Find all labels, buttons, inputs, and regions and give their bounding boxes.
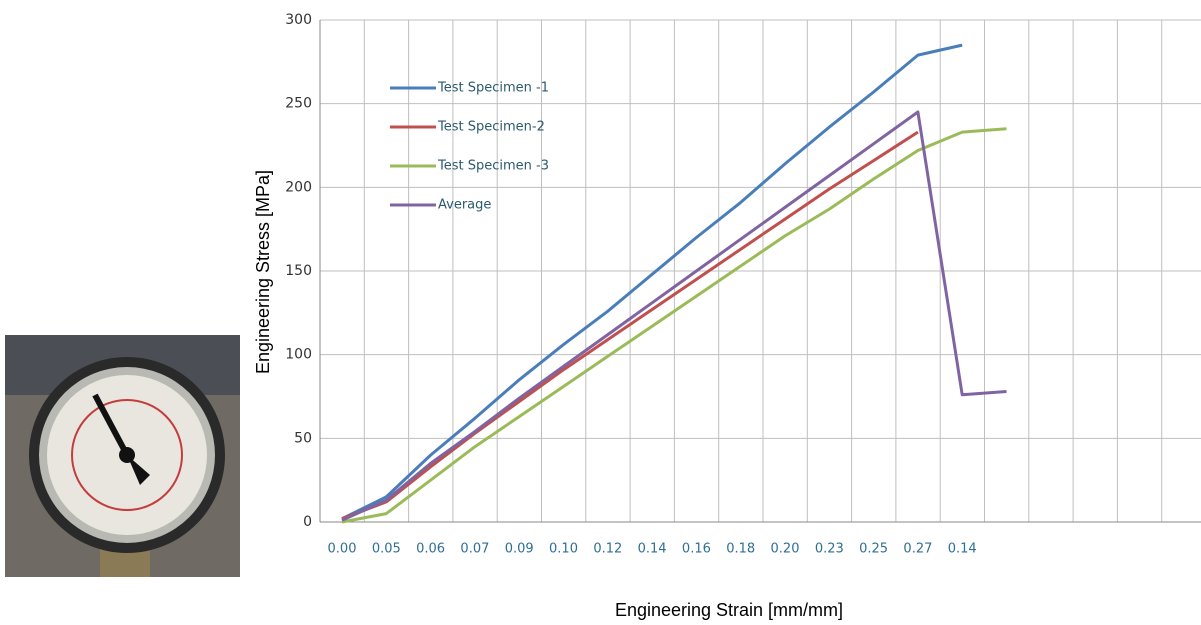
y-tick-label: 100 <box>285 347 312 363</box>
y-tick-label: 300 <box>285 12 312 28</box>
x-tick-label: 0.12 <box>593 542 622 557</box>
x-tick-label: 0.16 <box>682 542 711 557</box>
x-tick-label: 0.14 <box>638 542 667 557</box>
series-line <box>341 110 1007 522</box>
y-tick-label: 150 <box>285 263 312 279</box>
x-tick-label: 0.20 <box>771 542 800 557</box>
x-tick-label: 0.25 <box>859 542 888 557</box>
legend-label: Test Specimen -1 <box>437 81 549 96</box>
x-tick-label: 0.10 <box>549 542 578 557</box>
gauge-photo <box>5 335 240 577</box>
x-tick-label: 0.18 <box>726 542 755 557</box>
series-line <box>341 127 1007 524</box>
x-tick-label: 0.23 <box>815 542 844 557</box>
y-tick-label: 250 <box>285 96 312 112</box>
y-tick-label: 200 <box>285 179 312 195</box>
x-tick-label: 0.14 <box>948 542 977 557</box>
series-line <box>341 43 963 521</box>
y-tick-label: 0 <box>303 514 312 530</box>
x-tick-label: 0.06 <box>416 542 445 557</box>
x-tick-label: 0.27 <box>903 542 932 557</box>
x-tick-label: 0.00 <box>328 542 357 557</box>
x-axis-title: Engineering Strain [mm/mm] <box>615 600 843 620</box>
x-tick-label: 0.05 <box>372 542 401 557</box>
y-tick-label: 50 <box>294 430 312 446</box>
legend-label: Test Specimen-2 <box>437 120 545 135</box>
x-tick-label: 0.07 <box>460 542 489 557</box>
legend-label: Test Specimen -3 <box>437 159 549 174</box>
x-tick-label: 0.09 <box>505 542 534 557</box>
series-line <box>341 130 919 521</box>
legend-label: Average <box>438 198 491 213</box>
y-axis-title: Engineering Stress [MPa] <box>253 170 273 374</box>
